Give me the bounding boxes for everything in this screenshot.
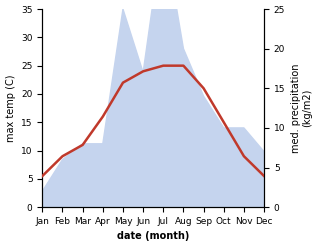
Y-axis label: med. precipitation
(kg/m2): med. precipitation (kg/m2)	[291, 63, 313, 153]
X-axis label: date (month): date (month)	[117, 231, 190, 242]
Y-axis label: max temp (C): max temp (C)	[5, 74, 16, 142]
